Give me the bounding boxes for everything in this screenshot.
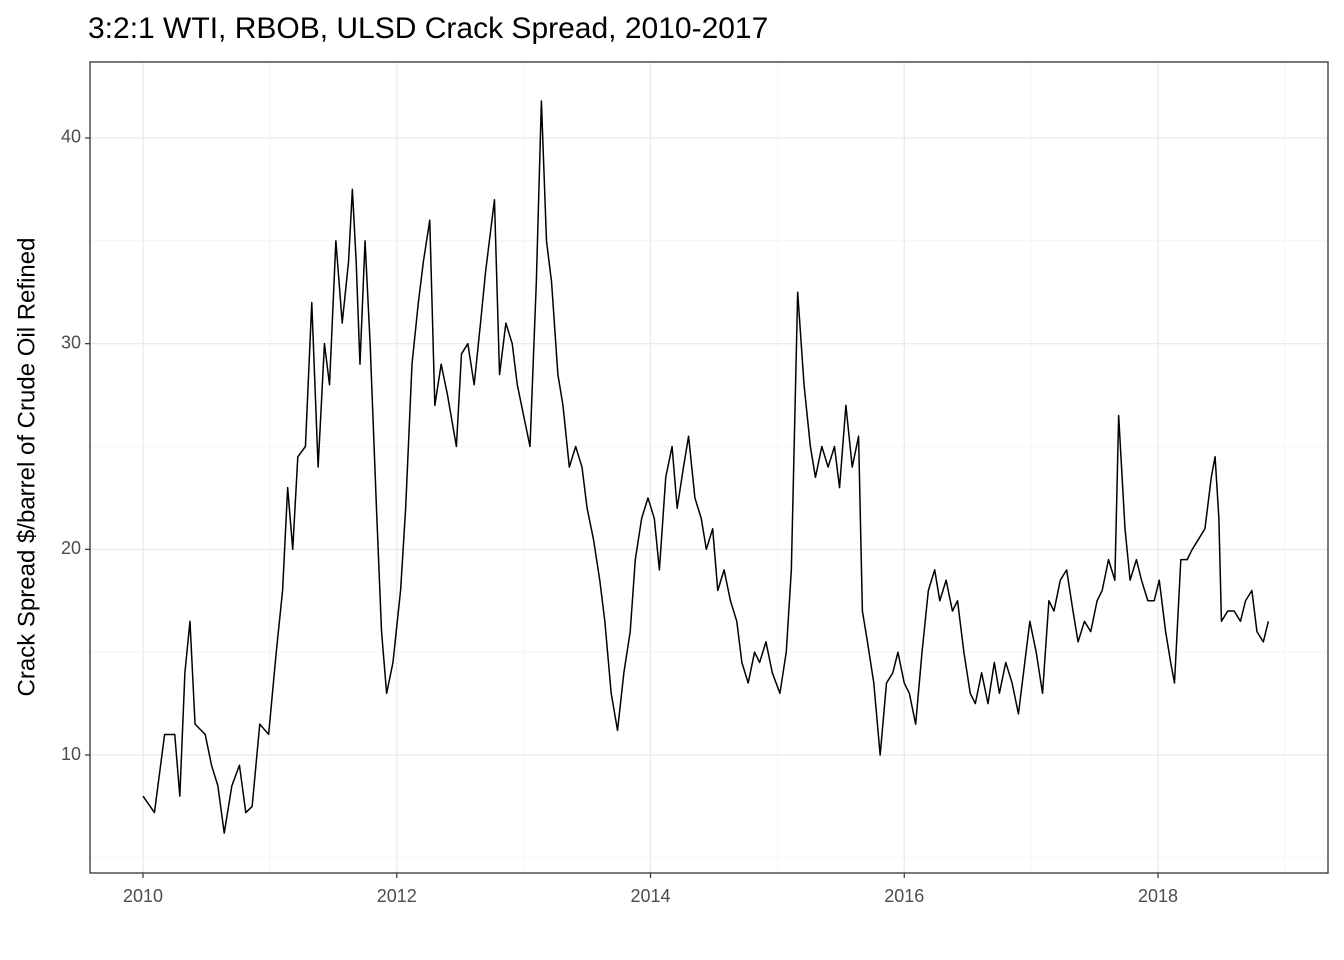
- x-tick-label: 2014: [630, 886, 670, 906]
- x-tick-label: 2012: [377, 886, 417, 906]
- y-tick-label: 20: [61, 538, 81, 558]
- x-tick-label: 2016: [884, 886, 924, 906]
- data-line: [142, 100, 1270, 834]
- x-tick-label: 2018: [1138, 886, 1178, 906]
- plot-background: [90, 62, 1328, 873]
- y-tick-label: 10: [61, 744, 81, 764]
- y-tick-label: 30: [61, 332, 81, 352]
- chart-title: 3:2:1 WTI, RBOB, ULSD Crack Spread, 2010…: [88, 12, 768, 45]
- y-tick-label: 40: [61, 127, 81, 147]
- x-tick-label: 2010: [123, 886, 163, 906]
- panel-border: [89, 61, 1329, 874]
- y-axis-label: Crack Spread $/barrel of Crude Oil Refin…: [13, 238, 40, 697]
